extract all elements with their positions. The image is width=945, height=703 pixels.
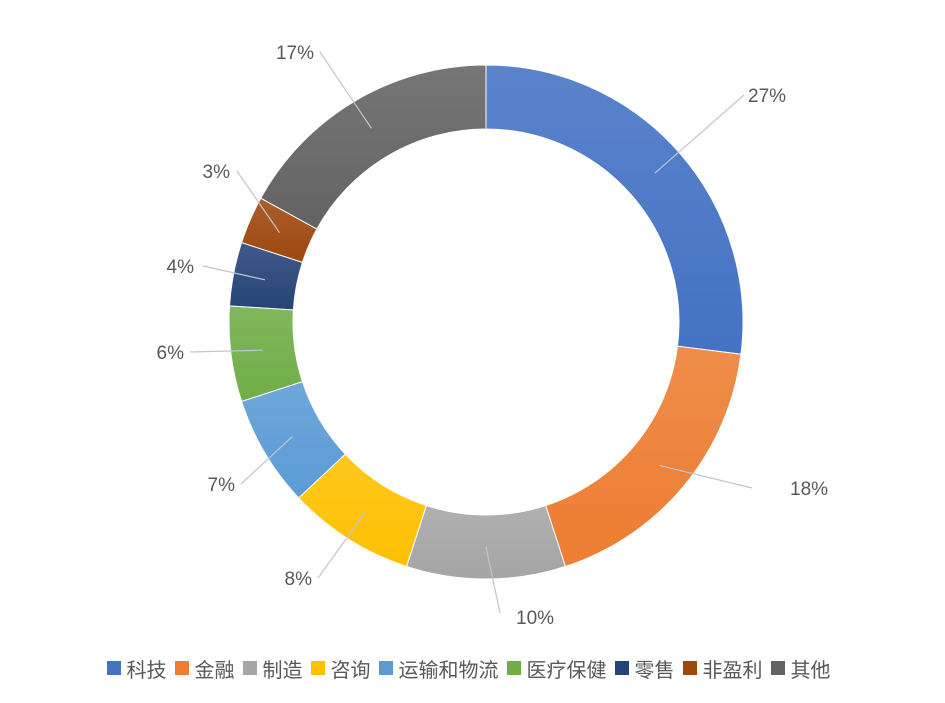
legend-label: 科技 [126,657,167,682]
legend-swatch [310,661,325,675]
legend-swatch [682,661,697,675]
leader-line-4 [317,511,366,579]
data-label-3: 10% [516,608,554,629]
leader-lines [189,51,753,614]
legend-item-3: 制造 [242,654,303,683]
legend-swatch [174,661,189,675]
leader-line-3 [485,546,501,614]
legend-label: 咨询 [330,657,371,682]
legend-label: 运输和物流 [398,657,499,682]
leader-line-8 [236,170,280,233]
data-label-6: 6% [157,343,185,364]
legend-label: 医疗保健 [526,657,607,682]
leader-line-9 [319,51,372,129]
legend-swatch [506,661,521,675]
donut-slice-9 [260,64,487,230]
data-label-5: 7% [208,475,236,496]
legend-item-2: 金融 [174,654,235,683]
donut-chart: 27% 18% 10% 8% 7% 6% 4% 3% 17% [157,43,829,629]
data-label-2: 18% [790,479,828,500]
legend-swatch [614,661,629,675]
legend-swatch [378,661,393,675]
legend-swatch [770,661,785,675]
leader-line-7 [202,265,266,281]
donut-slice-1 [485,64,744,355]
leader-line-2 [659,464,753,489]
legend: 科技 金融 制造 咨询 运输和物流 医疗保健 零售 非盈利 其他 [0,648,945,688]
legend-label: 其他 [790,657,831,682]
data-label-7: 4% [167,257,195,278]
leader-line-5 [240,436,293,485]
legend-item-7: 零售 [614,654,675,683]
donut-slice-2 [545,345,742,568]
slices [228,64,744,580]
legend-label: 金融 [194,657,235,682]
legend-item-5: 运输和物流 [378,654,499,683]
leader-line-6 [189,349,263,353]
donut-slice-3 [405,504,567,580]
legend-label: 制造 [262,657,303,682]
data-label-1: 27% [748,86,786,107]
legend-swatch [242,661,257,675]
data-label-9: 17% [276,43,314,64]
leader-line-1 [654,94,745,174]
data-label-8: 3% [203,162,231,183]
legend-item-4: 咨询 [310,654,371,683]
legend-label: 零售 [634,657,675,682]
legend-label: 非盈利 [702,657,763,682]
data-labels: 27% 18% 10% 8% 7% 6% 4% 3% 17% [157,43,829,629]
legend-item-1: 科技 [106,654,167,683]
data-label-4: 8% [285,569,313,590]
legend-item-9: 其他 [770,654,831,683]
legend-item-8: 非盈利 [682,654,763,683]
legend-swatch [106,661,121,675]
legend-item-6: 医疗保健 [506,654,607,683]
